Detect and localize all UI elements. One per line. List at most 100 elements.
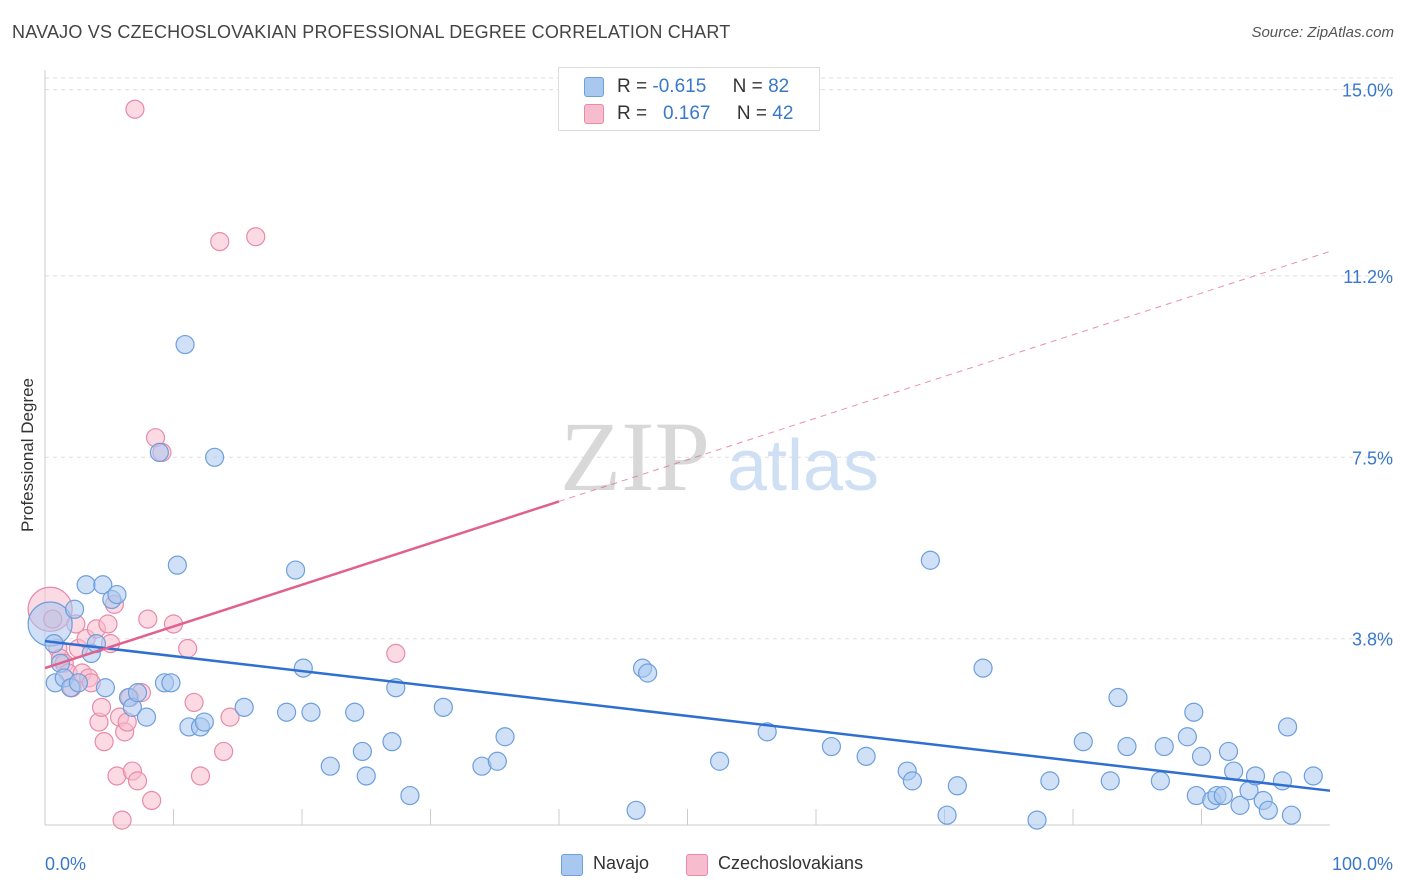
navajo-point xyxy=(1272,771,1293,791)
navajo-point xyxy=(1154,736,1174,757)
czech-legend-label: Czechoslovakians xyxy=(718,853,864,873)
navajo-r-value: -0.615 xyxy=(652,76,707,97)
navajo-point xyxy=(495,727,515,747)
czech-point xyxy=(127,771,148,791)
navajo-point xyxy=(1040,771,1060,791)
navajo-series xyxy=(27,334,1323,830)
navajo-point xyxy=(276,702,297,722)
navajo-point xyxy=(320,756,340,776)
y-tick-label: 11.2% xyxy=(1343,267,1393,287)
navajo-point xyxy=(194,712,214,732)
navajo-point xyxy=(1027,810,1047,830)
czech-point xyxy=(98,614,118,634)
watermark-atlas: atlas xyxy=(727,426,879,506)
navajo-point xyxy=(352,741,372,762)
axes xyxy=(44,70,1330,826)
x-tick-label-min: 0.0% xyxy=(45,854,86,874)
navajo-n-label: N = xyxy=(732,76,763,97)
navajo-point xyxy=(93,575,113,595)
navajo-point xyxy=(1213,785,1233,806)
chart-title: NAVAJO VS CZECHOSLOVAKIAN PROFESSIONAL D… xyxy=(12,22,731,42)
navajo-point xyxy=(1281,805,1302,825)
navajo-point xyxy=(1184,702,1204,722)
navajo-point xyxy=(175,334,195,355)
czech-point xyxy=(94,732,114,752)
navajo-trend-line xyxy=(44,639,1331,792)
navajo-point xyxy=(1230,795,1250,815)
czech-point xyxy=(386,643,406,664)
czech-point xyxy=(220,707,240,727)
navajo-point xyxy=(821,736,842,757)
navajo-point xyxy=(382,732,402,752)
czech-swatch xyxy=(584,104,604,124)
navajo-point xyxy=(356,766,376,786)
czech-point xyxy=(190,766,211,786)
navajo-point xyxy=(95,678,115,698)
navajo-point xyxy=(920,550,940,570)
navajo-point xyxy=(301,702,321,722)
navajo-point xyxy=(1100,771,1120,791)
navajo-point xyxy=(757,722,777,742)
y-tick-label: 7.5% xyxy=(1352,448,1393,468)
navajo-point xyxy=(1108,687,1128,708)
navajo-point xyxy=(487,751,507,771)
czech-n-label: N = xyxy=(736,103,768,124)
czech-point xyxy=(246,227,266,247)
y-tick-label: 15.0% xyxy=(1342,81,1393,101)
navajo-swatch xyxy=(584,77,604,97)
navajo-point xyxy=(64,599,85,619)
czech-n-value: 42 xyxy=(772,103,794,124)
czech-trend-extension xyxy=(558,250,1331,502)
navajo-point xyxy=(947,776,967,796)
x-tick-label-max: 100.0% xyxy=(1332,854,1393,874)
navajo-legend-label: Navajo xyxy=(593,853,650,873)
navajo-point xyxy=(626,800,646,820)
gridlines xyxy=(45,77,1395,640)
navajo-point xyxy=(161,673,181,693)
czech-series xyxy=(27,99,406,830)
navajo-point xyxy=(1218,741,1239,762)
navajo-point xyxy=(1224,761,1244,781)
navajo-point xyxy=(937,805,957,825)
navajo-n-value: 82 xyxy=(768,76,790,97)
czech-point xyxy=(112,810,132,830)
stats-legend: R = -0.615 N = 82 R = 0.167 N = 42 xyxy=(558,67,820,131)
czech-point xyxy=(142,790,162,811)
navajo-point xyxy=(902,771,922,791)
navajo-r-label: R = xyxy=(617,76,648,97)
czech-point xyxy=(125,99,145,119)
czech-trend-line xyxy=(44,500,560,670)
navajo-legend-swatch xyxy=(561,854,583,876)
navajo-point xyxy=(1177,727,1197,747)
navajo-point xyxy=(107,584,127,605)
y-tick-label: 3.8% xyxy=(1352,630,1393,650)
navajo-point xyxy=(1117,736,1137,757)
czech-r-label: R = xyxy=(617,103,648,124)
navajo-point xyxy=(68,673,89,693)
x-tick-labels: 0.0% 100.0% xyxy=(45,854,1393,874)
czech-point xyxy=(214,741,234,762)
navajo-point xyxy=(638,663,658,683)
navajo-point xyxy=(136,707,157,727)
trend-lines xyxy=(44,250,1331,792)
navajo-point xyxy=(1303,766,1323,786)
watermark: ZIP atlas xyxy=(560,401,879,512)
chart-source: Source: ZipAtlas.com xyxy=(1251,24,1394,41)
navajo-point xyxy=(285,560,306,580)
watermark-zip: ZIP xyxy=(560,401,710,512)
navajo-point xyxy=(710,751,730,771)
navajo-point xyxy=(345,702,365,722)
navajo-point xyxy=(433,697,453,717)
y-tick-labels: 3.8% 7.5% 11.2% 15.0% xyxy=(1342,81,1393,650)
czech-point xyxy=(184,692,204,713)
navajo-point xyxy=(205,447,225,467)
navajo-point xyxy=(1191,746,1212,766)
navajo-point xyxy=(127,683,148,703)
navajo-point xyxy=(1277,717,1298,737)
navajo-point xyxy=(1150,771,1170,791)
czech-point xyxy=(91,697,112,717)
navajo-point xyxy=(234,697,254,717)
navajo-point xyxy=(400,785,420,806)
navajo-point xyxy=(1073,732,1093,752)
